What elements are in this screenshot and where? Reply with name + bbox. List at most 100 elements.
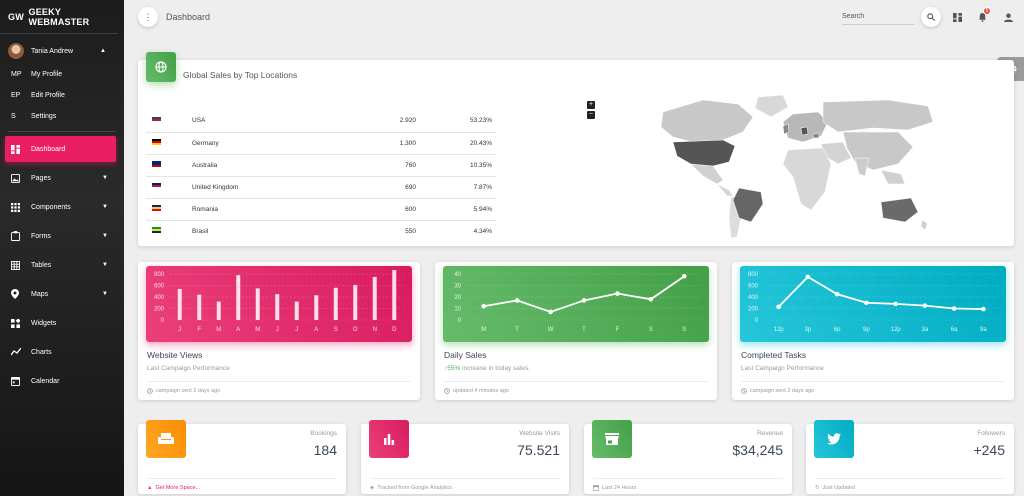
stat-icon-box (146, 420, 186, 458)
country-name: United Kingdom (192, 176, 336, 199)
x-tick-label: D (392, 327, 397, 333)
map-africa (782, 147, 832, 211)
user-menu-settings[interactable]: S Settings (0, 106, 124, 127)
flag-icon (152, 205, 161, 211)
data-point (681, 274, 687, 279)
nav-label: Calendar (31, 377, 60, 385)
bar (294, 301, 299, 320)
x-tick-label: O (353, 327, 358, 333)
user-menu-my-profile[interactable]: MP My Profile (0, 64, 124, 85)
sales-percent: 10.35% (416, 154, 496, 177)
y-tick-label: 600 (154, 284, 165, 290)
stat-icon-box (814, 420, 854, 458)
footer-text: Last 24 Hours (602, 485, 637, 491)
y-tick-label: 200 (748, 307, 759, 313)
topbar: ⋮ Dashboard Search 5 (124, 0, 1024, 34)
x-tick-label: J (178, 327, 181, 333)
more-vert-icon: ⋮ (143, 11, 153, 22)
location-row: Brasil 550 4.34% (146, 220, 496, 242)
sidebar-item-calendar[interactable]: Calendar (5, 368, 116, 394)
sales-value: 600 (336, 198, 416, 221)
stat-label: Website Visits (519, 430, 560, 437)
account-button[interactable] (1001, 10, 1015, 24)
map-zoom-out-button[interactable]: − (587, 111, 595, 119)
card-title: Global Sales by Top Locations (183, 70, 298, 80)
x-tick-label: S (334, 327, 338, 333)
card-footer: campaign sent 2 days ago (147, 381, 411, 394)
stat-value: 184 (313, 442, 337, 458)
menu-label: My Profile (31, 71, 63, 78)
sidebar-item-components[interactable]: Components ▼ (5, 194, 116, 220)
y-tick-label: 200 (154, 307, 165, 313)
nav-label: Maps (31, 290, 49, 298)
x-tick-label: T (515, 327, 519, 333)
clock-icon (444, 388, 450, 394)
card-footer: campaign sent 2 days ago (741, 381, 1005, 394)
avatar (8, 43, 24, 59)
country-name: Romania (192, 198, 336, 221)
daily-sales-card: 0 10 20 30 40 M T W T F S S Daily Sales ↑55% increa… (435, 262, 717, 400)
x-tick-label: S (682, 327, 686, 333)
map-zoom-in-button[interactable]: + (587, 101, 595, 109)
sidebar-item-forms[interactable]: Forms ▼ (5, 223, 116, 249)
person-icon (1003, 12, 1013, 22)
dashboard-view-button[interactable] (950, 10, 964, 24)
clipboard-icon (11, 231, 31, 241)
card-subtitle: Last Campaign Performance (147, 365, 230, 372)
search-input[interactable]: Search (842, 7, 914, 25)
user-menu-edit-profile[interactable]: EP Edit Profile (0, 85, 124, 106)
user-name: Tania Andrew (31, 47, 74, 55)
stat-footer: ◈ Tracked from Google Analytics (370, 478, 560, 491)
grid-icon (11, 260, 31, 270)
bar (197, 294, 202, 320)
sidebar-item-dashboard[interactable]: Dashboard (5, 136, 116, 162)
calendar-icon (593, 485, 599, 491)
map-new-zealand (921, 220, 927, 230)
location-row: United Kingdom 690 7.87% (146, 176, 496, 199)
warning-icon: ▲ (147, 485, 153, 491)
flag-icon (152, 116, 161, 123)
sidebar-item-pages[interactable]: Pages ▼ (5, 165, 116, 191)
notifications-button[interactable]: 5 (975, 7, 991, 24)
user-profile-toggle[interactable]: Tania Andrew ▲ (0, 38, 124, 64)
nav-label: Pages (31, 174, 51, 182)
map-brasil (732, 187, 764, 223)
sales-value: 760 (336, 154, 416, 177)
sidebar-item-maps[interactable]: Maps ▼ (5, 281, 116, 307)
world-map[interactable] (643, 92, 943, 242)
location-row: Australia 760 10.35% (146, 154, 496, 177)
data-point (864, 300, 869, 306)
sidebar-item-tables[interactable]: Tables ▼ (5, 252, 116, 278)
data-point (981, 306, 986, 312)
brand-logo[interactable]: GW GEEKY WEBMASTER (0, 0, 118, 34)
x-tick-label: S (649, 327, 653, 333)
footer-text: updated 4 minutes ago (453, 388, 509, 394)
x-tick-label: M (481, 327, 486, 333)
globe-icon (155, 61, 167, 73)
image-icon (11, 173, 31, 183)
caret-down-icon: ▼ (102, 204, 108, 210)
sidebar-toggle-button[interactable]: ⋮ (138, 7, 158, 27)
search-button[interactable] (921, 7, 941, 27)
country-name: Brasil (192, 227, 209, 235)
get-more-space-link[interactable]: Get More Space... (155, 485, 201, 491)
data-point (922, 303, 928, 308)
stat-value: +245 (973, 442, 1005, 458)
map-india (854, 157, 870, 177)
store-icon (605, 433, 619, 445)
stat-icon-box (369, 420, 409, 458)
sidebar-item-charts[interactable]: Charts (5, 339, 116, 365)
sidebar-item-widgets[interactable]: Widgets (5, 310, 116, 336)
followers-stat-card: Followers +245 ↻ Just Updated (806, 420, 1014, 494)
map-greenland (754, 94, 789, 118)
sidebar: GW GEEKY WEBMASTER Tania Andrew ▲ MP My … (0, 0, 124, 496)
tag-icon: ◈ (370, 485, 375, 491)
map-usa (672, 139, 736, 167)
map-mexico (690, 163, 724, 185)
data-point (615, 291, 620, 296)
x-tick-label: 3p (805, 327, 812, 333)
y-tick-label: 20 (454, 295, 461, 301)
sales-percent: 20.43% (416, 132, 496, 155)
x-tick-label: J (295, 327, 298, 333)
map-australia (880, 197, 919, 223)
